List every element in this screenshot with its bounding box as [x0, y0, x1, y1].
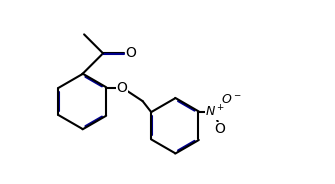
Text: $N^+$: $N^+$: [205, 105, 226, 120]
Text: O: O: [116, 81, 127, 95]
Text: O: O: [214, 122, 225, 136]
Text: O: O: [125, 46, 136, 60]
Text: $O^-$: $O^-$: [221, 93, 242, 107]
